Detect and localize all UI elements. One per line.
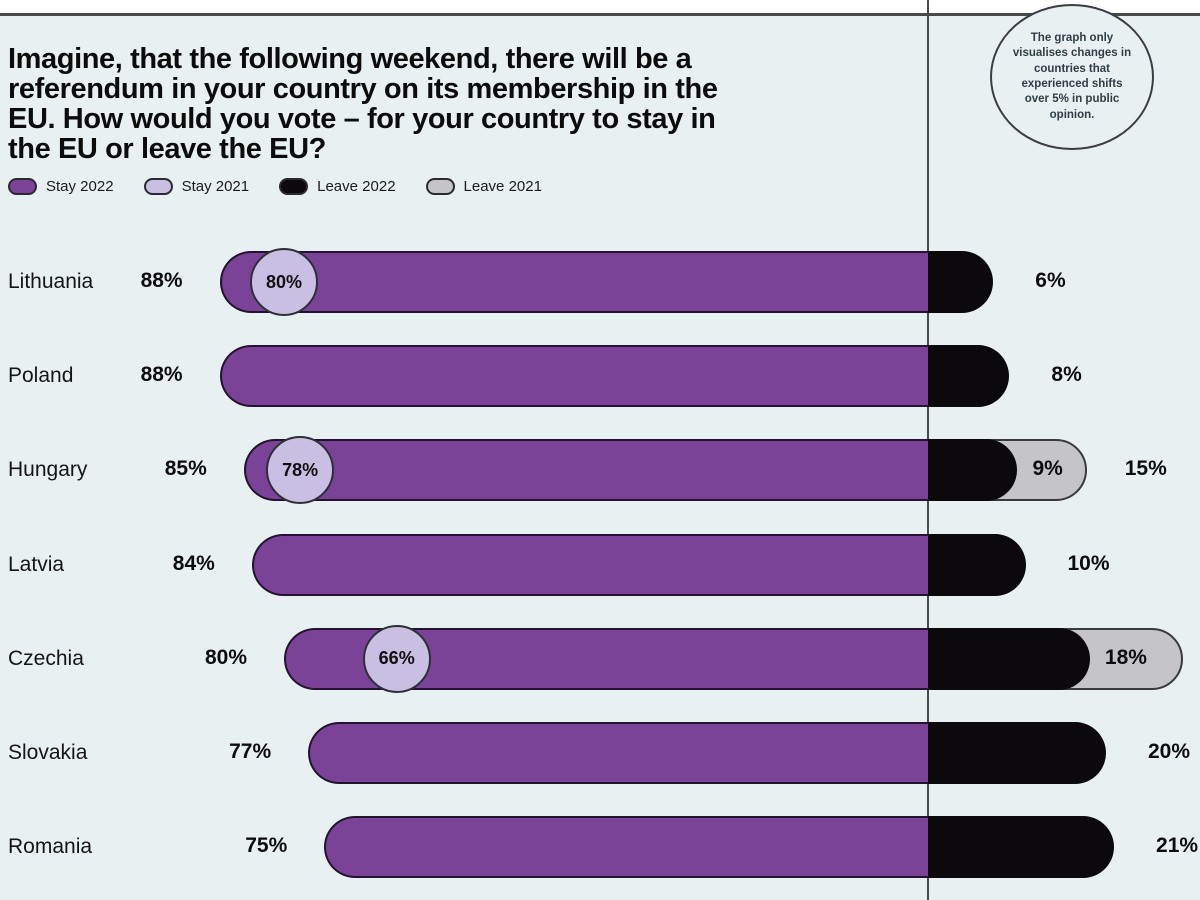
country-row: Latvia 84% 10% [0, 533, 1200, 596]
stay-2022-swatch-icon [8, 178, 37, 195]
country-label: Czechia [8, 646, 84, 670]
legend-label: Stay 2022 [46, 178, 114, 195]
country-label: Hungary [8, 458, 88, 482]
country-label: Slovakia [8, 741, 88, 764]
country-label: Poland [8, 364, 74, 388]
leave-2022-value-label: 10% [1067, 551, 1110, 575]
stay-2022-value-label: 77% [229, 740, 272, 763]
stay-2022-value-label: 80% [204, 645, 247, 669]
stay-2022-bar [324, 816, 928, 879]
leave-2022-value-label: 9% [1032, 457, 1063, 481]
leave-2022-value-label: 18% [1104, 645, 1147, 669]
stay-2021-circle: 66% [362, 624, 431, 693]
stay-2021-circle: 80% [250, 248, 318, 316]
country-row: 80% Lithuania 88% 6% [0, 248, 1200, 316]
stay-2021-value-label: 78% [282, 459, 319, 480]
leave-2022-value-label: 8% [1051, 363, 1082, 387]
leave-2022-value-label: 6% [1035, 269, 1066, 292]
legend-label: Leave 2021 [463, 178, 542, 195]
leave-2021-value-label: 15% [1124, 457, 1167, 481]
stay-2022-bar [251, 533, 928, 596]
legend-item-stay-2022: Stay 2022 [8, 178, 114, 195]
title-line-2: referendum in your country on its member… [8, 73, 718, 105]
title-line-4: the EU or leave the EU? [8, 133, 326, 165]
country-row: 66% Czechia 80% 18% [0, 624, 1200, 693]
legend-label: Leave 2022 [317, 178, 396, 195]
leave-2022-value-label: 21% [1156, 834, 1199, 858]
stay-2022-value-label: 84% [172, 551, 215, 575]
stay-2022-value-label: 75% [245, 834, 288, 858]
legend-item-stay-2021: Stay 2021 [143, 178, 250, 195]
legend-item-leave-2022: Leave 2022 [279, 178, 396, 195]
leave-2022-value-label: 20% [1148, 740, 1191, 763]
legend-label: Stay 2021 [181, 178, 250, 195]
title-line-1: Imagine, that the following weekend, the… [8, 43, 692, 75]
stay-2022-value-label: 88% [140, 269, 183, 292]
country-row: Slovakia 77% 20% [0, 722, 1200, 784]
stay-2021-circle: 78% [266, 436, 335, 505]
stay-2022-bar [243, 439, 928, 502]
chart-legend: Stay 2022 Stay 2021 Leave 2022 Leave 202… [8, 178, 542, 195]
top-horizontal-rule [0, 13, 1200, 16]
country-row: Poland 88% 8% [0, 345, 1200, 408]
country-label: Lithuania [8, 270, 94, 293]
stay-2022-bar [219, 345, 928, 408]
country-label: Romania [8, 835, 93, 859]
stay-2022-bar [219, 251, 928, 313]
stay-2022-value-label: 85% [164, 457, 207, 481]
chart-question-title: Imagine, that the following weekend, the… [8, 44, 908, 164]
stay-2021-value-label: 80% [265, 271, 303, 292]
stay-2022-bar [308, 722, 928, 784]
stay-2022-value-label: 88% [140, 363, 183, 387]
methodology-note-text: The graph only visualises changes in cou… [1012, 32, 1132, 121]
title-line-3: EU. How would you vote – for your countr… [8, 103, 716, 135]
leave-2021-swatch-icon [425, 178, 455, 195]
legend-item-leave-2021: Leave 2021 [425, 178, 542, 195]
leave-2022-swatch-icon [279, 178, 309, 195]
methodology-note-circle: The graph only visualises changes in cou… [990, 4, 1154, 150]
country-label: Latvia [8, 552, 65, 576]
stay-2021-value-label: 66% [378, 648, 415, 669]
country-row: Romania 75% 21% [0, 816, 1200, 879]
top-white-strip [0, 0, 1200, 13]
stay-2021-swatch-icon [143, 178, 173, 195]
country-row: 78% Hungary 85% 9% 15% [0, 436, 1200, 505]
